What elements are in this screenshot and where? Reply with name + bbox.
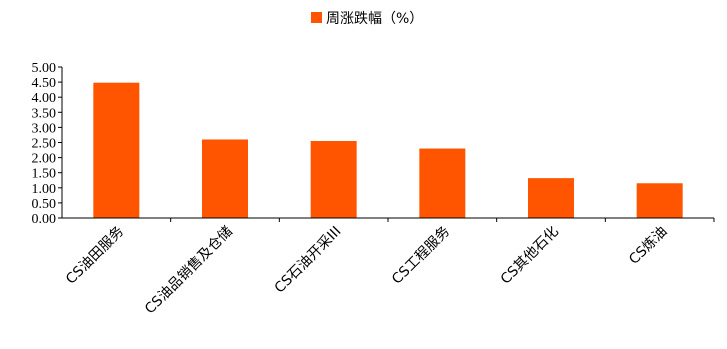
x-category-label: CS油田服务	[63, 224, 127, 288]
x-category-label: CS其他石化	[498, 224, 562, 288]
y-tick-label: 5.00	[32, 61, 57, 76]
y-tick-label: 4.00	[32, 91, 57, 106]
bar	[93, 82, 140, 218]
x-axis: CS油田服务 CS油品销售及仓储 CS石油开采III CS工程服务 CS其他石化 CS炼油	[62, 217, 715, 318]
y-tick-label: 1.50	[32, 167, 57, 182]
bar	[528, 178, 574, 218]
y-tick-label: 4.50	[32, 76, 57, 91]
legend: 周涨跌幅（%）	[311, 11, 423, 27]
y-tick-label: 2.00	[32, 152, 57, 167]
y-tick-label: 1.00	[32, 182, 57, 197]
x-category-label: CS工程服务	[389, 224, 453, 288]
bar	[636, 183, 683, 218]
bar	[419, 148, 466, 218]
bars	[93, 82, 683, 218]
x-category-label: CS炼油	[626, 224, 670, 268]
bar	[202, 139, 248, 218]
y-tick-label: 3.00	[32, 121, 57, 136]
legend-label: 周涨跌幅（%）	[326, 11, 423, 27]
bar	[310, 140, 357, 218]
y-tick-label: 2.50	[32, 137, 57, 152]
y-axis: 0.000.501.001.502.002.503.003.504.004.50…	[32, 61, 63, 227]
x-category-label: CS油品销售及仓储	[142, 224, 236, 318]
y-tick-label: 0.00	[32, 212, 57, 227]
x-category-label: CS石油开采III	[272, 224, 345, 297]
y-tick-label: 3.50	[32, 106, 57, 121]
legend-swatch	[311, 12, 322, 23]
y-tick-label: 0.50	[32, 197, 57, 212]
